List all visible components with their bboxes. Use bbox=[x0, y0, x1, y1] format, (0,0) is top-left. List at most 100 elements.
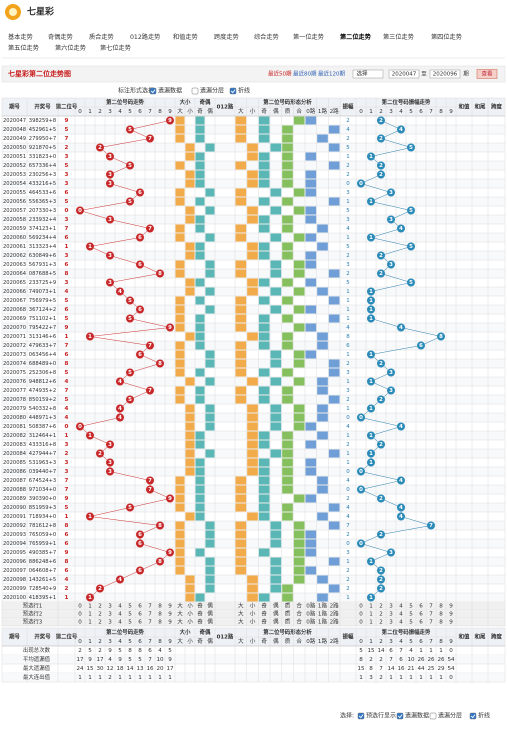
footer-checkbox[interactable] bbox=[396, 712, 404, 720]
preselect-digit[interactable]: 1 bbox=[88, 612, 92, 618]
nav-link[interactable]: 综合走势 bbox=[254, 33, 279, 41]
preselect-digit[interactable]: 5 bbox=[409, 604, 413, 610]
preselect-digit[interactable]: 8 bbox=[439, 620, 443, 626]
preselect-cell[interactable]: 偶 bbox=[273, 618, 279, 626]
preselect-digit[interactable]: 6 bbox=[419, 620, 423, 626]
preselect-cell[interactable]: 小 bbox=[250, 602, 256, 610]
nav-link[interactable]: 第一位走势 bbox=[293, 33, 324, 41]
preselect-digit[interactable]: 4 bbox=[399, 604, 403, 610]
preselect-digit[interactable]: 5 bbox=[409, 620, 413, 626]
preselect-digit[interactable]: 8 bbox=[158, 612, 162, 618]
preselect-cell[interactable]: 小 bbox=[187, 618, 193, 626]
preselect-cell[interactable]: 合 bbox=[296, 618, 302, 626]
preselect-cell[interactable]: 小 bbox=[250, 618, 256, 626]
preselect-cell[interactable]: 0路 bbox=[306, 602, 316, 610]
preselect-digit[interactable]: 2 bbox=[379, 604, 383, 610]
preselect-digit[interactable]: 3 bbox=[108, 612, 112, 618]
from-input[interactable] bbox=[388, 69, 420, 79]
preselect-digit[interactable]: 2 bbox=[98, 604, 102, 610]
preselect-digit[interactable]: 9 bbox=[449, 604, 453, 610]
option-checkbox[interactable] bbox=[149, 87, 157, 95]
preselect-digit[interactable]: 8 bbox=[158, 620, 162, 626]
preselect-digit[interactable]: 2 bbox=[379, 620, 383, 626]
preselect-cell[interactable]: 0路 bbox=[306, 618, 316, 626]
preselect-digit[interactable]: 7 bbox=[429, 604, 433, 610]
preselect-digit[interactable]: 7 bbox=[429, 612, 433, 618]
nav-link[interactable]: 奇偶走势 bbox=[48, 33, 73, 41]
preselect-digit[interactable]: 8 bbox=[439, 604, 443, 610]
preselect-cell[interactable]: 奇 bbox=[261, 610, 267, 618]
preselect-digit[interactable]: 5 bbox=[409, 612, 413, 618]
preselect-digit[interactable]: 8 bbox=[158, 604, 162, 610]
preselect-digit[interactable]: 9 bbox=[168, 620, 172, 626]
preselect-digit[interactable]: 9 bbox=[449, 620, 453, 626]
preselect-digit[interactable]: 7 bbox=[148, 620, 152, 626]
preselect-digit[interactable]: 6 bbox=[419, 604, 423, 610]
preselect-cell[interactable]: 大 bbox=[238, 618, 244, 626]
preselect-cell[interactable]: 奇 bbox=[197, 602, 203, 610]
preselect-cell[interactable]: 大 bbox=[177, 610, 183, 618]
preselect-digit[interactable]: 2 bbox=[379, 612, 383, 618]
preselect-digit[interactable]: 2 bbox=[98, 612, 102, 618]
preselect-digit[interactable]: 1 bbox=[369, 612, 373, 618]
preselect-digit[interactable]: 5 bbox=[128, 612, 132, 618]
footer-checkbox[interactable] bbox=[429, 712, 437, 720]
nav-link[interactable]: 第三位走势 bbox=[383, 33, 414, 41]
nav-link[interactable]: 第五位走势 bbox=[8, 44, 39, 52]
preselect-digit[interactable]: 6 bbox=[138, 612, 142, 618]
preselect-digit[interactable]: 3 bbox=[108, 604, 112, 610]
preselect-digit[interactable]: 0 bbox=[78, 604, 82, 610]
preselect-digit[interactable]: 4 bbox=[118, 612, 122, 618]
option-checkbox[interactable] bbox=[229, 87, 237, 95]
preselect-digit[interactable]: 3 bbox=[108, 620, 112, 626]
query-button[interactable] bbox=[476, 69, 498, 79]
option-checkbox[interactable] bbox=[191, 87, 199, 95]
preselect-cell[interactable]: 大 bbox=[177, 618, 183, 626]
preselect-cell[interactable]: 偶 bbox=[207, 610, 213, 618]
preselect-cell[interactable]: 质 bbox=[285, 610, 291, 618]
preselect-digit[interactable]: 3 bbox=[389, 612, 393, 618]
preselect-cell[interactable]: 质 bbox=[285, 618, 291, 626]
preselect-cell[interactable]: 奇 bbox=[261, 602, 267, 610]
nav-link[interactable]: 第七位走势 bbox=[100, 44, 131, 52]
preselect-cell[interactable]: 小 bbox=[250, 610, 256, 618]
preselect-digit[interactable]: 0 bbox=[359, 604, 363, 610]
preselect-digit[interactable]: 1 bbox=[369, 620, 373, 626]
preselect-cell[interactable]: 合 bbox=[296, 602, 302, 610]
preselect-digit[interactable]: 1 bbox=[88, 604, 92, 610]
preselect-digit[interactable]: 4 bbox=[399, 612, 403, 618]
preselect-cell[interactable]: 奇 bbox=[197, 610, 203, 618]
preselect-cell[interactable]: 小 bbox=[187, 602, 193, 610]
preselect-digit[interactable]: 1 bbox=[88, 620, 92, 626]
preselect-digit[interactable]: 0 bbox=[78, 612, 82, 618]
period-link[interactable]: 最近80期 bbox=[293, 70, 317, 78]
preselect-cell[interactable]: 大 bbox=[177, 602, 183, 610]
preselect-cell[interactable]: 质 bbox=[285, 602, 291, 610]
preselect-cell[interactable]: 偶 bbox=[207, 602, 213, 610]
preselect-cell[interactable]: 偶 bbox=[273, 602, 279, 610]
nav-link[interactable]: 和值走势 bbox=[173, 33, 198, 41]
period-link[interactable]: 最近50期 bbox=[268, 70, 292, 78]
preselect-digit[interactable]: 1 bbox=[369, 604, 373, 610]
preselect-cell[interactable]: 奇 bbox=[197, 618, 203, 626]
preselect-digit[interactable]: 9 bbox=[449, 612, 453, 618]
nav-link[interactable]: 跨度走势 bbox=[214, 33, 239, 41]
nav-link[interactable]: 质合走势 bbox=[89, 33, 114, 41]
preselect-digit[interactable]: 2 bbox=[98, 620, 102, 626]
preselect-digit[interactable]: 6 bbox=[138, 620, 142, 626]
preselect-cell[interactable]: 大 bbox=[238, 602, 244, 610]
preselect-digit[interactable]: 5 bbox=[128, 620, 132, 626]
preselect-cell[interactable]: 0路 bbox=[306, 610, 316, 618]
preselect-digit[interactable]: 8 bbox=[439, 612, 443, 618]
preselect-cell[interactable]: 1路 bbox=[318, 618, 328, 626]
nav-link[interactable]: 012路走势 bbox=[130, 33, 160, 41]
preselect-digit[interactable]: 3 bbox=[389, 604, 393, 610]
preselect-digit[interactable]: 7 bbox=[429, 620, 433, 626]
preselect-digit[interactable]: 4 bbox=[118, 604, 122, 610]
preselect-digit[interactable]: 7 bbox=[148, 612, 152, 618]
preselect-digit[interactable]: 0 bbox=[78, 620, 82, 626]
preselect-cell[interactable]: 大 bbox=[238, 610, 244, 618]
preselect-digit[interactable]: 3 bbox=[389, 620, 393, 626]
preselect-cell[interactable]: 偶 bbox=[207, 618, 213, 626]
preselect-cell[interactable]: 2路 bbox=[330, 602, 340, 610]
